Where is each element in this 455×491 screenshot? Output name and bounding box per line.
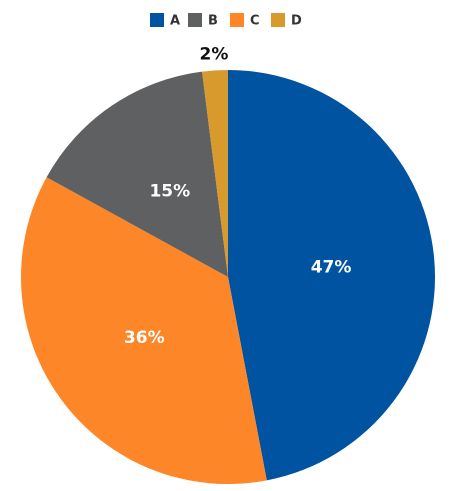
legend-label: B bbox=[208, 14, 218, 29]
legend-label: C bbox=[250, 14, 260, 29]
legend-swatch bbox=[188, 13, 202, 27]
pie-slice bbox=[46, 71, 228, 277]
legend-label: A bbox=[170, 14, 180, 29]
pie-slice bbox=[202, 70, 228, 277]
legend-swatch bbox=[150, 13, 164, 27]
legend-swatch bbox=[230, 13, 244, 27]
pie-slice bbox=[228, 70, 436, 481]
data-label: 15% bbox=[149, 181, 190, 201]
data-label: 47% bbox=[311, 257, 352, 277]
pie-slice bbox=[20, 177, 267, 485]
data-label: 2% bbox=[200, 44, 229, 64]
legend-label: D bbox=[291, 14, 302, 29]
legend-swatch bbox=[271, 13, 285, 27]
data-label: 36% bbox=[124, 328, 165, 348]
